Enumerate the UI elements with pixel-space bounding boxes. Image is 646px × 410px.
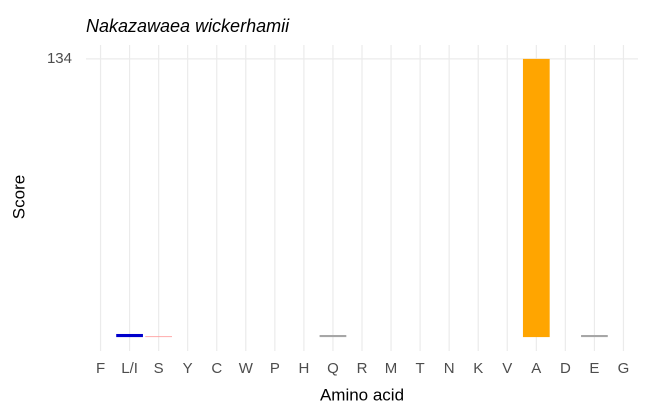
- grid: [86, 45, 638, 351]
- x-tick-label: S: [154, 360, 164, 377]
- x-tick-label: R: [357, 360, 368, 377]
- x-tick-label: A: [531, 360, 541, 377]
- bar: [581, 335, 608, 338]
- x-tick-label: V: [502, 360, 512, 377]
- x-tick-label: Y: [183, 360, 193, 377]
- x-tick-label: L/I: [121, 360, 138, 377]
- x-tick-label: C: [211, 360, 222, 377]
- x-tick-label: E: [589, 360, 599, 377]
- bars: [116, 58, 608, 338]
- x-tick-label: H: [298, 360, 309, 377]
- x-tick-label: P: [270, 360, 280, 377]
- bar: [319, 335, 347, 338]
- x-tick-label: N: [444, 360, 455, 377]
- x-tick-label: M: [385, 360, 398, 377]
- x-tick-label: W: [239, 360, 254, 377]
- x-axis-title: Amino acid: [320, 385, 404, 404]
- y-tick-label: 134: [47, 50, 72, 67]
- y-axis-title: Score: [9, 175, 28, 219]
- bar: [522, 58, 550, 338]
- x-tick-label: T: [416, 360, 425, 377]
- x-tick-label: K: [473, 360, 483, 377]
- x-tick-label: F: [96, 360, 105, 377]
- bar: [145, 336, 172, 338]
- bar: [116, 333, 143, 338]
- x-tick-label: G: [618, 360, 630, 377]
- x-tick-label: D: [560, 360, 571, 377]
- chart-title: Nakazawaea wickerhamii: [86, 16, 290, 36]
- x-tick-label: Q: [327, 360, 339, 377]
